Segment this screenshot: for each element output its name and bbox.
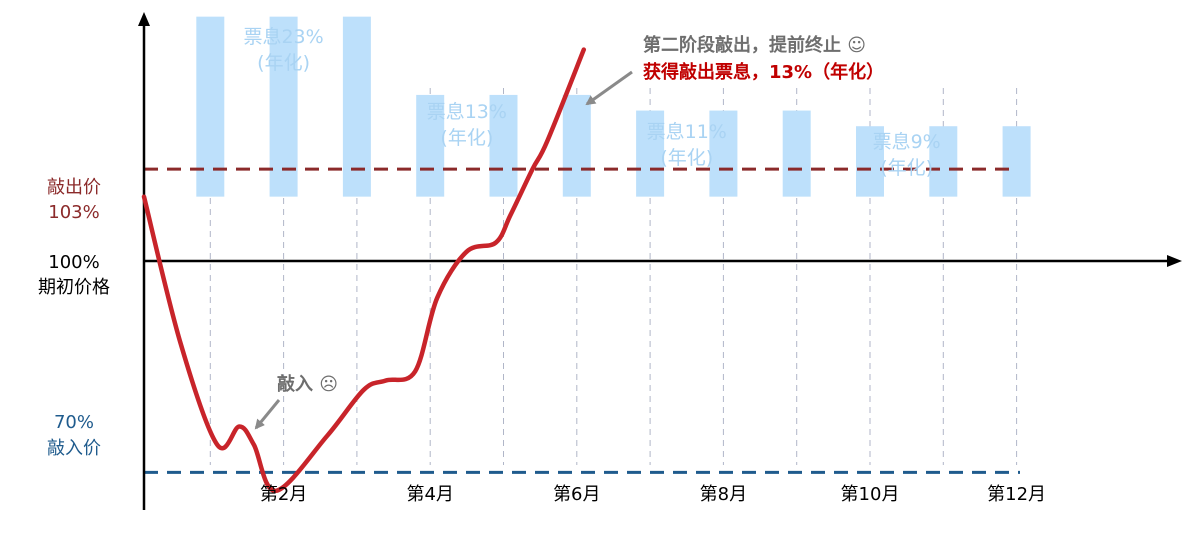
knock-out-label-bottom: 103%	[48, 202, 99, 223]
knock-in-event-label: 敲入 ☹	[277, 373, 338, 395]
bar-第12月	[1002, 126, 1031, 197]
bar-第9月	[782, 110, 811, 197]
bar-第8月	[709, 110, 738, 197]
coupon-label-sub: (年化)	[660, 147, 713, 169]
knock-in-label-top: 70%	[54, 412, 94, 433]
y-axis-arrow-icon	[138, 12, 150, 26]
initial-price-label-bottom: 期初价格	[38, 277, 110, 298]
axes	[138, 12, 1182, 510]
month-gridlines	[209, 88, 1018, 465]
initial-price-label-top: 100%	[48, 252, 99, 273]
x-tick-label: 第8月	[700, 484, 747, 505]
coupon-label-sub: (年化)	[440, 127, 493, 149]
price-path-line	[141, 47, 587, 494]
coupon-label-sub: (年化)	[880, 157, 933, 179]
x-tick-label: 第6月	[553, 484, 600, 505]
bar-第2月	[269, 16, 298, 197]
x-tick-label: 第2月	[260, 484, 307, 505]
x-tick-label: 第12月	[987, 484, 1046, 505]
x-tick-label: 第4月	[406, 484, 453, 505]
knock-out-label-top: 敲出价	[47, 177, 101, 198]
bar-第4月	[416, 94, 445, 197]
bar-第5月	[489, 94, 518, 197]
knock-in-label-bottom: 敲入价	[47, 438, 101, 459]
x-tick-label: 第10月	[841, 484, 900, 505]
bar-第1月	[196, 16, 225, 197]
bar-第11月	[929, 126, 958, 197]
coupon-label: 票息11%	[647, 121, 727, 143]
coupon-label: 票息23%	[243, 26, 323, 48]
knock-out-event-line2: 获得敲出票息，13%（年化）	[643, 61, 884, 83]
coupon-label: 票息13%	[427, 101, 507, 123]
coupon-label-sub: (年化)	[257, 52, 310, 74]
bar-第10月	[856, 126, 884, 197]
knock-out-arrow	[585, 70, 633, 106]
level-lines	[144, 167, 1020, 474]
x-tick-labels: 第2月 第4月 第6月 第8月 第10月 第12月	[260, 484, 1046, 505]
price-path	[141, 47, 587, 494]
x-axis-arrow-icon	[1167, 255, 1182, 267]
knock-out-event-line1: 第二阶段敲出，提前终止 ☺	[643, 34, 866, 56]
bar-第3月	[342, 16, 371, 197]
coupon-label: 票息9%	[873, 131, 941, 153]
bar-第7月	[636, 110, 665, 197]
knock-in-arrow	[254, 399, 281, 430]
bar-第6月	[562, 94, 591, 197]
coupon-labels: 票息23% (年化) 票息13% (年化) 票息11% (年化) 票息9% (年化)	[243, 26, 940, 179]
coupon-bars	[196, 16, 1031, 197]
